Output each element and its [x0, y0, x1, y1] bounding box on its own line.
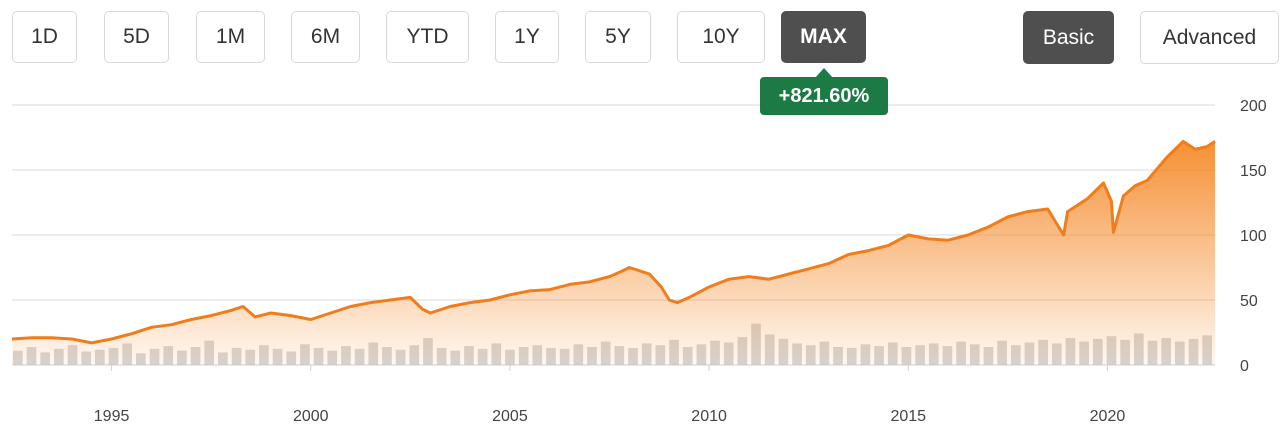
- y-tick-label: 0: [1240, 358, 1249, 375]
- y-tick-label: 50: [1240, 293, 1258, 310]
- y-tick-label: 200: [1240, 98, 1267, 115]
- x-tick-label: 1995: [94, 408, 130, 425]
- y-tick-label: 100: [1240, 228, 1267, 245]
- change-badge-pointer: [815, 68, 833, 78]
- range-button-max[interactable]: MAX: [781, 11, 866, 63]
- y-axis-ticks: 0 50 100 150 200: [1240, 98, 1267, 375]
- x-tick-label: 2000: [293, 408, 329, 425]
- mode-button-advanced[interactable]: Advanced: [1140, 11, 1279, 64]
- x-tick-label: 2010: [691, 408, 727, 425]
- price-line: [11, 139, 1216, 345]
- price-area-fill: [12, 141, 1215, 365]
- mode-button-basic[interactable]: Basic: [1023, 11, 1114, 64]
- x-tick-label: 2005: [492, 408, 528, 425]
- range-button-6m[interactable]: 6M: [291, 11, 360, 63]
- x-tick-label: 2020: [1090, 408, 1126, 425]
- range-button-10y[interactable]: 10Y: [677, 11, 765, 63]
- price-area: [11, 139, 1216, 365]
- range-button-1y[interactable]: 1Y: [495, 11, 559, 63]
- x-tick-label: 2015: [890, 408, 926, 425]
- range-button-5y[interactable]: 5Y: [585, 11, 651, 63]
- change-badge: +821.60%: [760, 77, 888, 115]
- range-button-5d[interactable]: 5D: [104, 11, 169, 63]
- y-tick-label: 150: [1240, 163, 1267, 180]
- range-button-1m[interactable]: 1M: [196, 11, 265, 63]
- range-button-ytd[interactable]: YTD: [386, 11, 469, 63]
- range-button-1d[interactable]: 1D: [12, 11, 77, 63]
- x-axis-ticks: 1995 2000 2005 2010 2015 2020: [94, 365, 1126, 425]
